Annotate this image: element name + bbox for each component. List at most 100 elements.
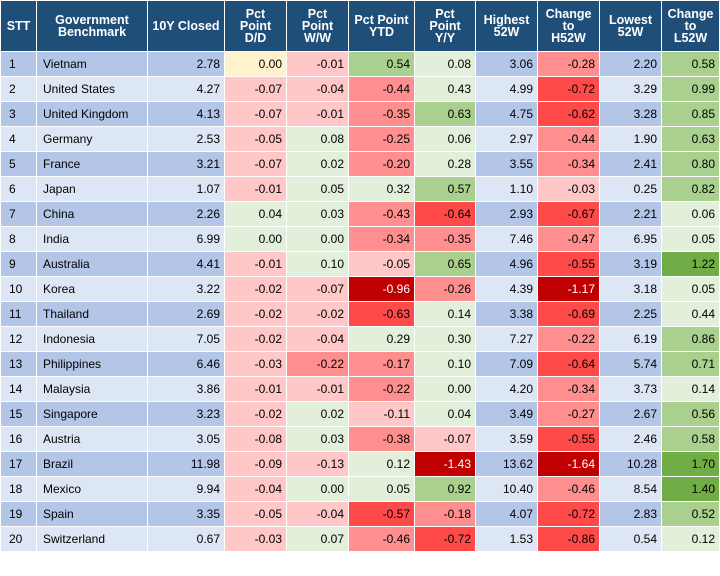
header-high-52w: Highest 52W	[475, 0, 538, 52]
cell-ww: 0.07	[286, 526, 349, 552]
cell-low-52w: 2.21	[599, 201, 662, 227]
cell-10y-closed: 2.26	[147, 201, 225, 227]
cell-yy: -0.64	[414, 201, 476, 227]
cell-change-l52w: 1.22	[661, 251, 720, 277]
cell-low-52w: 2.83	[599, 501, 662, 527]
cell-stt: 18	[0, 476, 37, 502]
cell-10y-closed: 3.21	[147, 151, 225, 177]
cell-ytd: -0.20	[348, 151, 415, 177]
cell-benchmark: Japan	[36, 176, 148, 202]
cell-low-52w: 2.20	[599, 51, 662, 77]
cell-stt: 8	[0, 226, 37, 252]
cell-dd: 0.00	[224, 226, 287, 252]
cell-change-h52w: -0.69	[537, 301, 600, 327]
cell-yy: 0.06	[414, 126, 476, 152]
cell-dd: -0.07	[224, 101, 287, 127]
cell-dd: -0.01	[224, 251, 287, 277]
cell-dd: -0.07	[224, 76, 287, 102]
cell-change-h52w: -0.47	[537, 226, 600, 252]
cell-change-h52w: -0.46	[537, 476, 600, 502]
cell-dd: 0.04	[224, 201, 287, 227]
table-row: 3 United Kingdom 4.13 -0.07 -0.01 -0.35 0.63 4.…	[0, 101, 720, 127]
cell-yy: 0.43	[414, 76, 476, 102]
cell-ww: -0.01	[286, 101, 349, 127]
cell-high-52w: 3.38	[475, 301, 538, 327]
cell-ytd: -0.38	[348, 426, 415, 452]
cell-ww: -0.07	[286, 276, 349, 302]
table-row: 14 Malaysia 3.86 -0.01 -0.01 -0.22 0.00 4.20 -0.…	[0, 376, 720, 402]
cell-low-52w: 5.74	[599, 351, 662, 377]
cell-change-l52w: 0.52	[661, 501, 720, 527]
cell-dd: -0.02	[224, 326, 287, 352]
cell-dd: 0.00	[224, 51, 287, 77]
cell-10y-closed: 9.94	[147, 476, 225, 502]
table-row: 12 Indonesia 7.05 -0.02 -0.04 0.29 0.30 7.27 -0.…	[0, 326, 720, 352]
table-row: 6 Japan 1.07 -0.01 0.05 0.32 0.57 1.10 -0.03 0.25…	[0, 176, 720, 202]
cell-ww: 0.02	[286, 401, 349, 427]
cell-ytd: 0.29	[348, 326, 415, 352]
header-dd: Pct Point D/D	[224, 0, 287, 52]
cell-change-h52w: -0.34	[537, 151, 600, 177]
cell-stt: 7	[0, 201, 37, 227]
cell-high-52w: 4.20	[475, 376, 538, 402]
cell-high-52w: 4.39	[475, 276, 538, 302]
cell-benchmark: India	[36, 226, 148, 252]
cell-ytd: -0.11	[348, 401, 415, 427]
cell-ww: -0.02	[286, 301, 349, 327]
cell-low-52w: 3.73	[599, 376, 662, 402]
cell-change-h52w: -0.67	[537, 201, 600, 227]
header-10y-closed: 10Y Closed	[147, 0, 225, 52]
cell-dd: -0.05	[224, 126, 287, 152]
cell-stt: 16	[0, 426, 37, 452]
cell-change-h52w: -0.27	[537, 401, 600, 427]
cell-ytd: -0.96	[348, 276, 415, 302]
cell-change-l52w: 0.12	[661, 526, 720, 552]
cell-high-52w: 3.59	[475, 426, 538, 452]
cell-dd: -0.01	[224, 376, 287, 402]
cell-change-l52w: 0.05	[661, 276, 720, 302]
header-ytd: Pct Point YTD	[348, 0, 415, 52]
cell-change-h52w: -0.28	[537, 51, 600, 77]
cell-change-l52w: 0.44	[661, 301, 720, 327]
cell-low-52w: 6.95	[599, 226, 662, 252]
cell-stt: 1	[0, 51, 37, 77]
cell-10y-closed: 4.41	[147, 251, 225, 277]
cell-change-h52w: -0.44	[537, 126, 600, 152]
cell-yy: -0.72	[414, 526, 476, 552]
cell-yy: -0.35	[414, 226, 476, 252]
cell-benchmark: United States	[36, 76, 148, 102]
cell-10y-closed: 0.67	[147, 526, 225, 552]
cell-dd: -0.08	[224, 426, 287, 452]
cell-low-52w: 1.90	[599, 126, 662, 152]
cell-dd: -0.09	[224, 451, 287, 477]
cell-stt: 5	[0, 151, 37, 177]
cell-change-l52w: 0.56	[661, 401, 720, 427]
cell-yy: -0.26	[414, 276, 476, 302]
cell-change-h52w: -0.86	[537, 526, 600, 552]
table-body: 1 Vietnam 2.78 0.00 -0.01 0.54 0.08 3.06 -0.28 2.…	[0, 51, 720, 552]
cell-low-52w: 2.41	[599, 151, 662, 177]
cell-change-l52w: 1.40	[661, 476, 720, 502]
cell-benchmark: Indonesia	[36, 326, 148, 352]
cell-high-52w: 7.09	[475, 351, 538, 377]
cell-high-52w: 4.07	[475, 501, 538, 527]
cell-stt: 13	[0, 351, 37, 377]
cell-high-52w: 7.46	[475, 226, 538, 252]
bond-yield-table: STT Government Benchmark 10Y Closed Pct …	[0, 0, 720, 552]
cell-yy: 0.14	[414, 301, 476, 327]
cell-change-l52w: 0.82	[661, 176, 720, 202]
cell-ww: 0.00	[286, 226, 349, 252]
cell-ww: -0.13	[286, 451, 349, 477]
cell-yy: 0.04	[414, 401, 476, 427]
cell-change-h52w: -0.22	[537, 326, 600, 352]
cell-benchmark: Switzerland	[36, 526, 148, 552]
cell-high-52w: 13.62	[475, 451, 538, 477]
cell-ytd: -0.57	[348, 501, 415, 527]
cell-ww: -0.04	[286, 76, 349, 102]
cell-ww: 0.10	[286, 251, 349, 277]
cell-change-l52w: 0.58	[661, 426, 720, 452]
table-row: 15 Singapore 3.23 -0.02 0.02 -0.11 0.04 3.49 -0.…	[0, 401, 720, 427]
cell-10y-closed: 4.13	[147, 101, 225, 127]
cell-benchmark: China	[36, 201, 148, 227]
cell-dd: -0.03	[224, 351, 287, 377]
